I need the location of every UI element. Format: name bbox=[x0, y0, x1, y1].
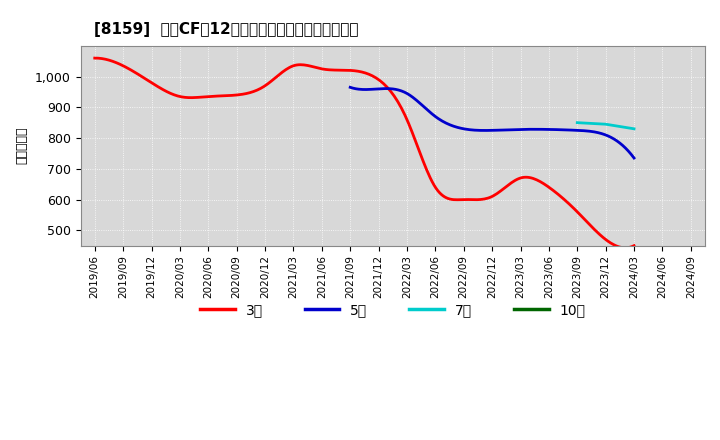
5年 bbox=[630, 155, 639, 161]
7年 bbox=[630, 126, 639, 132]
5年 bbox=[585, 128, 594, 134]
5年 bbox=[515, 127, 523, 132]
3年 bbox=[545, 185, 554, 190]
Line: 7年: 7年 bbox=[577, 123, 634, 129]
3年 bbox=[91, 55, 99, 61]
3年 bbox=[410, 134, 418, 139]
3年 bbox=[630, 243, 639, 248]
3年 bbox=[579, 216, 588, 221]
Line: 5年: 5年 bbox=[350, 87, 634, 158]
7年 bbox=[573, 120, 582, 125]
Y-axis label: （百万円）: （百万円） bbox=[15, 127, 28, 165]
5年 bbox=[347, 85, 356, 90]
Line: 3年: 3年 bbox=[95, 58, 634, 248]
Legend: 3年, 5年, 7年, 10年: 3年, 5年, 7年, 10年 bbox=[194, 297, 591, 323]
3年 bbox=[420, 163, 429, 168]
3年 bbox=[621, 245, 629, 250]
5年 bbox=[603, 133, 612, 138]
7年 bbox=[601, 121, 610, 127]
Text: [8159]  投資CFの12か月移動合計の標準偏差の推移: [8159] 投資CFの12か月移動合計の標準偏差の推移 bbox=[94, 22, 358, 37]
5年 bbox=[514, 127, 523, 132]
3年 bbox=[92, 55, 101, 61]
3年 bbox=[411, 139, 420, 144]
5年 bbox=[520, 127, 528, 132]
5年 bbox=[346, 84, 354, 90]
